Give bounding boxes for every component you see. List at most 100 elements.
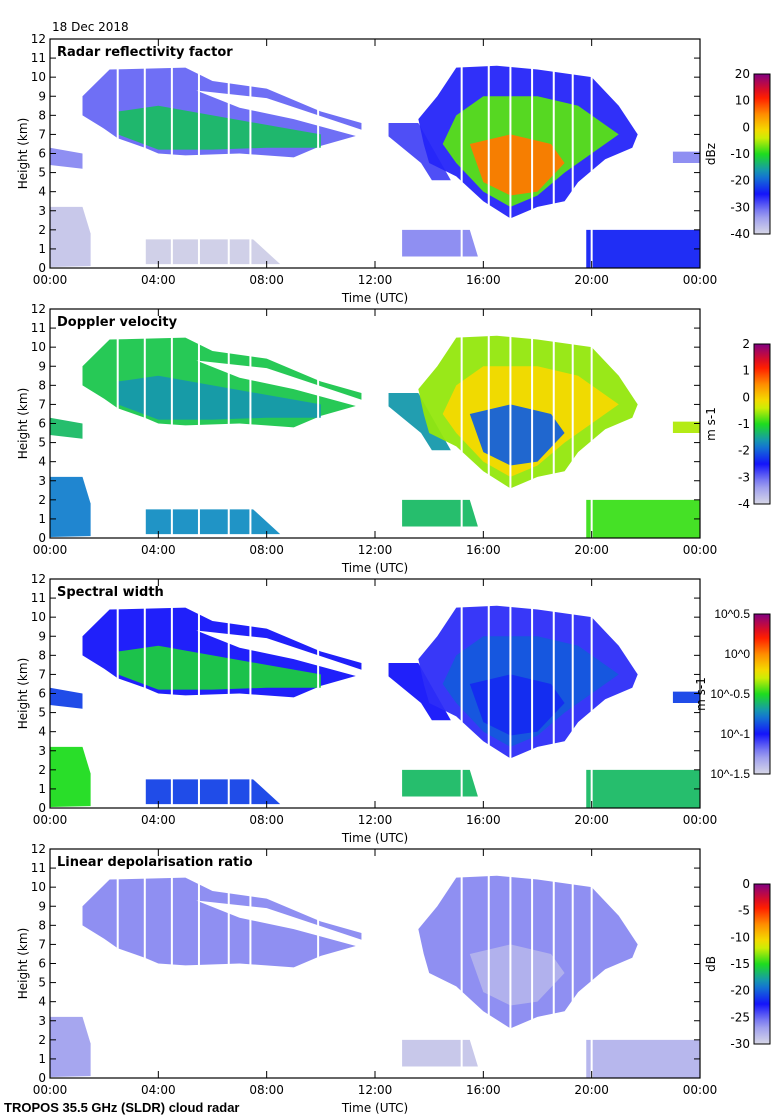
- colorbar: [753, 343, 771, 505]
- colorbar-tick-label: -40: [730, 227, 750, 241]
- y-tick-label: 7: [38, 397, 46, 411]
- colorbar-tick-label: 1: [742, 364, 750, 378]
- echo-region-low_left: [50, 206, 91, 268]
- echo-region-right_patch: [672, 151, 700, 164]
- y-tick-label: 11: [31, 591, 46, 605]
- y-tick-label: 6: [38, 147, 46, 161]
- echo-region-low_left: [50, 476, 91, 538]
- y-tick-label: 7: [38, 667, 46, 681]
- echo-region-right_patch: [672, 421, 700, 434]
- y-axis-label: Height (km): [16, 118, 30, 189]
- y-axis-label: Height (km): [16, 658, 30, 729]
- x-tick-label: 16:00: [466, 543, 501, 557]
- echo-region-upper_cloud: [82, 877, 362, 968]
- y-tick-label: 3: [38, 1014, 46, 1028]
- echo-region-upper_gap: [196, 900, 365, 949]
- y-tick-label: 8: [38, 378, 46, 392]
- y-tick-label: 5: [38, 166, 46, 180]
- colorbar-tick-label: -15: [730, 957, 750, 971]
- colorbar-tick-label: -10: [730, 147, 750, 161]
- y-tick-label: 6: [38, 417, 46, 431]
- y-tick-label: 9: [38, 629, 46, 643]
- colorbar-tick-label: -1: [738, 417, 750, 431]
- colorbar-tick-label: 10^-1: [720, 727, 750, 741]
- y-tick-label: 0: [38, 1071, 46, 1085]
- x-tick-label: 12:00: [358, 1083, 393, 1097]
- colorbar-tick-label: 0: [742, 390, 750, 404]
- echo-region-upper_core: [117, 645, 321, 690]
- x-tick-label: 16:00: [466, 1083, 501, 1097]
- colorbar-tick-label: -20: [730, 984, 750, 998]
- echo-region-low_scattered: [144, 509, 281, 535]
- panel-title: Linear depolarisation ratio: [57, 855, 253, 870]
- y-tick-label: 0: [38, 261, 46, 275]
- x-tick-label: 12:00: [358, 813, 393, 827]
- y-axis-label: Height (km): [16, 928, 30, 999]
- echo-region-left_patch: [50, 147, 83, 169]
- colorbar: [753, 883, 771, 1045]
- echo-region-low_afternoon: [402, 229, 478, 257]
- x-tick-label: 00:00: [33, 273, 68, 287]
- colorbar-unit: dBz: [704, 143, 718, 165]
- echo-region-upper_gap: [196, 630, 365, 679]
- x-tick-label: 20:00: [574, 1083, 609, 1097]
- echo-region-upper_gap: [196, 90, 365, 139]
- instrument-label: TROPOS 35.5 GHz (SLDR) cloud radar: [4, 1100, 240, 1115]
- colorbar-tick-label: -2: [738, 444, 750, 458]
- x-tick-label: 08:00: [249, 543, 284, 557]
- x-tick-label: 00:00: [683, 1083, 718, 1097]
- y-tick-label: 1: [38, 512, 46, 526]
- colorbar-unit: m s-1: [694, 677, 708, 711]
- echo-region-second_inner: [469, 674, 565, 736]
- x-tick-label: 00:00: [683, 543, 718, 557]
- y-tick-label: 10: [31, 880, 46, 894]
- echo-region-upper_gap: [196, 360, 365, 409]
- y-tick-label: 0: [38, 801, 46, 815]
- colorbar-tick-label: 0: [742, 877, 750, 891]
- colorbar: [753, 613, 771, 775]
- echo-region-left_patch: [50, 417, 83, 439]
- x-tick-label: 00:00: [33, 813, 68, 827]
- y-tick-label: 2: [38, 223, 46, 237]
- x-tick-label: 00:00: [33, 543, 68, 557]
- y-tick-label: 0: [38, 531, 46, 545]
- y-tick-label: 3: [38, 474, 46, 488]
- echo-region-low_scattered: [144, 239, 281, 265]
- x-tick-label: 12:00: [358, 543, 393, 557]
- colorbar-tick-label: -4: [738, 497, 750, 511]
- y-tick-label: 5: [38, 706, 46, 720]
- x-tick-label: 04:00: [141, 813, 176, 827]
- x-tick-label: 16:00: [466, 813, 501, 827]
- x-tick-label: 00:00: [683, 813, 718, 827]
- y-tick-label: 8: [38, 108, 46, 122]
- y-tick-label: 6: [38, 687, 46, 701]
- colorbar-tick-label: -10: [730, 930, 750, 944]
- echo-region-low_evening: [586, 1039, 700, 1078]
- y-tick-label: 8: [38, 648, 46, 662]
- y-tick-label: 1: [38, 242, 46, 256]
- y-tick-label: 10: [31, 70, 46, 84]
- y-tick-label: 5: [38, 976, 46, 990]
- echo-region-low_afternoon: [402, 769, 478, 797]
- colorbar-tick-label: -25: [730, 1010, 750, 1024]
- echo-region-low_evening: [586, 769, 700, 808]
- echo-region-second_inner: [469, 134, 565, 196]
- echo-region-upper_core: [117, 105, 321, 150]
- x-tick-label: 08:00: [249, 273, 284, 287]
- y-tick-label: 7: [38, 127, 46, 141]
- x-tick-label: 00:00: [683, 273, 718, 287]
- y-tick-label: 9: [38, 359, 46, 373]
- colorbar-tick-label: 10^-0.5: [710, 687, 750, 701]
- panel-title: Radar reflectivity factor: [57, 45, 233, 60]
- echo-region-low_scattered: [144, 779, 281, 805]
- data-area: [50, 309, 700, 538]
- y-tick-label: 9: [38, 899, 46, 913]
- x-tick-label: 04:00: [141, 1083, 176, 1097]
- y-tick-label: 3: [38, 744, 46, 758]
- x-tick-label: 12:00: [358, 273, 393, 287]
- data-area: [50, 849, 700, 1078]
